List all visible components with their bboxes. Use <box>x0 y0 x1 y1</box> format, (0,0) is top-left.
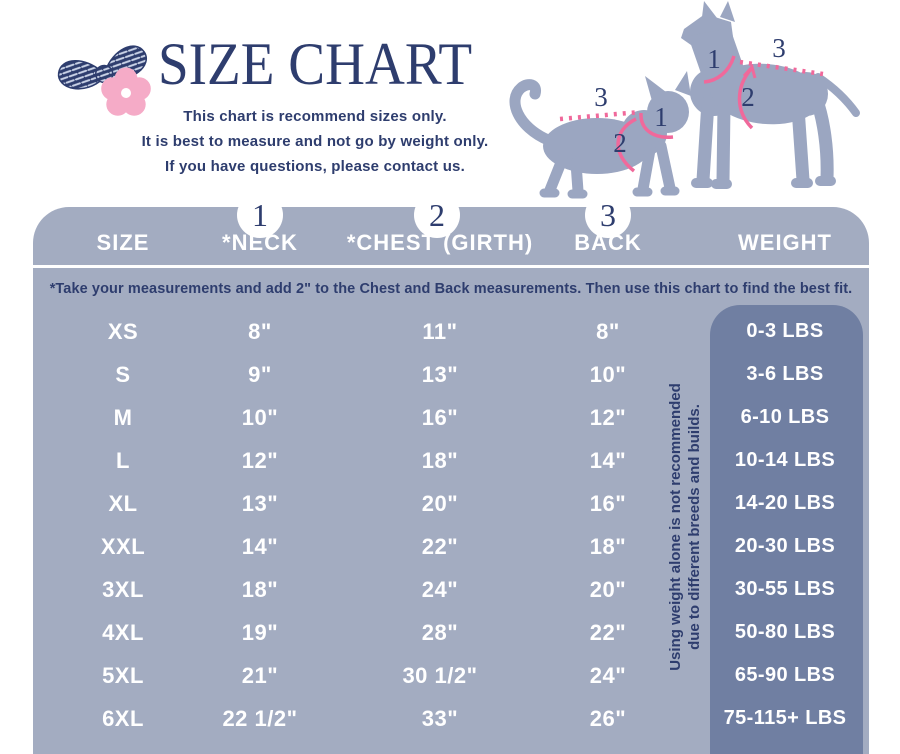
cell-neck: 13" <box>241 491 279 516</box>
cell-chest: 22" <box>421 534 459 559</box>
cell-size: 4XL <box>102 620 144 645</box>
cell-size: XL <box>108 491 138 516</box>
cell-size: L <box>116 448 130 473</box>
cell-neck: 12" <box>241 448 279 473</box>
dog-silhouette <box>681 1 860 189</box>
subtitle: This chart is recommend sizes only. It i… <box>100 104 530 179</box>
table-row: XL 13" 20" 16" 14-20 LBS <box>33 482 869 525</box>
cell-weight: 14-20 LBS <box>734 492 836 514</box>
badge-number: 3 <box>600 196 616 233</box>
table-row: 5XL 21" 30 1/2" 24" 65-90 LBS <box>33 654 869 697</box>
cell-neck: 22 1/2" <box>222 706 298 731</box>
cell-size: M <box>113 405 133 430</box>
cell-size: 3XL <box>102 577 144 602</box>
cell-back: 20" <box>589 577 627 602</box>
pet-measurement-diagram: 3 1 2 1 2 3 <box>509 1 860 199</box>
cell-size: XXL <box>100 534 146 559</box>
cat-neck-marker: 1 <box>654 102 668 132</box>
cell-weight: 75-115+ LBS <box>723 707 847 729</box>
cell-chest: 11" <box>422 319 458 344</box>
cell-chest: 24" <box>421 577 459 602</box>
cell-size: 6XL <box>102 706 144 731</box>
col-header-size: SIZE <box>96 230 150 255</box>
cell-weight: 50-80 LBS <box>734 621 836 643</box>
cell-weight: 20-30 LBS <box>734 535 836 557</box>
cell-neck: 14" <box>241 534 279 559</box>
cell-chest: 20" <box>421 491 459 516</box>
cell-back: 8" <box>596 319 620 344</box>
cell-weight: 3-6 LBS <box>746 363 824 385</box>
col-header-weight: WEIGHT <box>738 230 832 255</box>
cell-neck: 18" <box>241 577 279 602</box>
cell-neck: 8" <box>248 319 272 344</box>
cell-weight: 30-55 LBS <box>734 578 836 600</box>
measurement-note: *Take your measurements and add 2" to th… <box>49 281 853 297</box>
cell-chest: 16" <box>421 405 459 430</box>
cell-neck: 10" <box>241 405 279 430</box>
table-row: M 10" 16" 12" 6-10 LBS <box>33 396 869 439</box>
cat-silhouette <box>509 71 691 199</box>
chest-number-badge: 2 <box>414 192 460 238</box>
table-row: S 9" 13" 10" 3-6 LBS <box>33 353 869 396</box>
dog-chest-arrowhead <box>742 63 757 79</box>
dog-chest-marker: 2 <box>741 82 755 112</box>
table-row: XXL 14" 22" 18" 20-30 LBS <box>33 525 869 568</box>
cat-chest-measure-arc <box>616 117 637 173</box>
cell-back: 18" <box>589 534 627 559</box>
subtitle-line: This chart is recommend sizes only. <box>183 108 447 125</box>
table-row: 4XL 19" 28" 22" 50-80 LBS <box>33 611 869 654</box>
back-number-badge: 3 <box>585 192 631 238</box>
page-title: SIZE CHART <box>157 31 473 97</box>
cell-weight: 6-10 LBS <box>740 406 830 428</box>
cell-back: 22" <box>589 620 627 645</box>
cell-back: 14" <box>589 448 627 473</box>
cell-weight: 0-3 LBS <box>746 320 824 342</box>
table-row: XS 8" 11" 8" 0-3 LBS <box>33 310 869 353</box>
cat-neck-measure-arc <box>639 112 674 139</box>
cell-size: XS <box>107 319 139 344</box>
cell-chest: 28" <box>421 620 459 645</box>
cell-weight: 65-90 LBS <box>734 664 836 686</box>
cell-back: 24" <box>589 663 627 688</box>
cell-chest: 18" <box>421 448 459 473</box>
size-table: 1 2 3 SIZE *NECK *CHEST (GIRTH) BACK WEI… <box>33 192 869 754</box>
bow-and-flower-logo <box>57 45 151 116</box>
table-rows: XS 8" 11" 8" 0-3 LBS S 9" 13" 10" 3-6 LBS M 10" 16" 1… <box>33 310 869 740</box>
header-divider <box>33 265 869 268</box>
subtitle-line: If you have questions, please contact us… <box>165 158 465 175</box>
cell-back: 12" <box>589 405 627 430</box>
subtitle-line: It is best to measure and not go by weig… <box>141 133 489 150</box>
cell-size: 5XL <box>102 663 144 688</box>
cell-back: 10" <box>589 362 627 387</box>
bow-tie-icon <box>57 45 147 90</box>
table-row: 3XL 18" 24" 20" 30-55 LBS <box>33 568 869 611</box>
weight-column-background <box>710 305 863 754</box>
cell-neck: 21" <box>241 663 279 688</box>
cell-back: 26" <box>589 706 627 731</box>
dog-back-marker: 3 <box>772 33 786 63</box>
dog-neck-marker: 1 <box>707 44 721 74</box>
cell-chest: 13" <box>421 362 459 387</box>
cell-weight: 10-14 LBS <box>734 449 836 471</box>
neck-number-badge: 1 <box>237 192 283 238</box>
cell-neck: 9" <box>248 362 272 387</box>
dog-neck-measure-arc <box>703 55 736 84</box>
badge-number: 2 <box>429 196 445 233</box>
badge-number: 1 <box>252 196 268 233</box>
table-row: L 12" 18" 14" 10-14 LBS <box>33 439 869 482</box>
cell-chest: 30 1/2" <box>402 663 478 688</box>
cell-chest: 33" <box>421 706 459 731</box>
cell-neck: 19" <box>241 620 279 645</box>
cat-back-marker: 3 <box>594 82 608 112</box>
cat-chest-marker: 2 <box>613 128 627 158</box>
cell-back: 16" <box>589 491 627 516</box>
flower-icon <box>101 67 151 116</box>
cell-size: S <box>115 362 131 387</box>
table-row: 6XL 22 1/2" 33" 26" 75-115+ LBS <box>33 697 869 740</box>
